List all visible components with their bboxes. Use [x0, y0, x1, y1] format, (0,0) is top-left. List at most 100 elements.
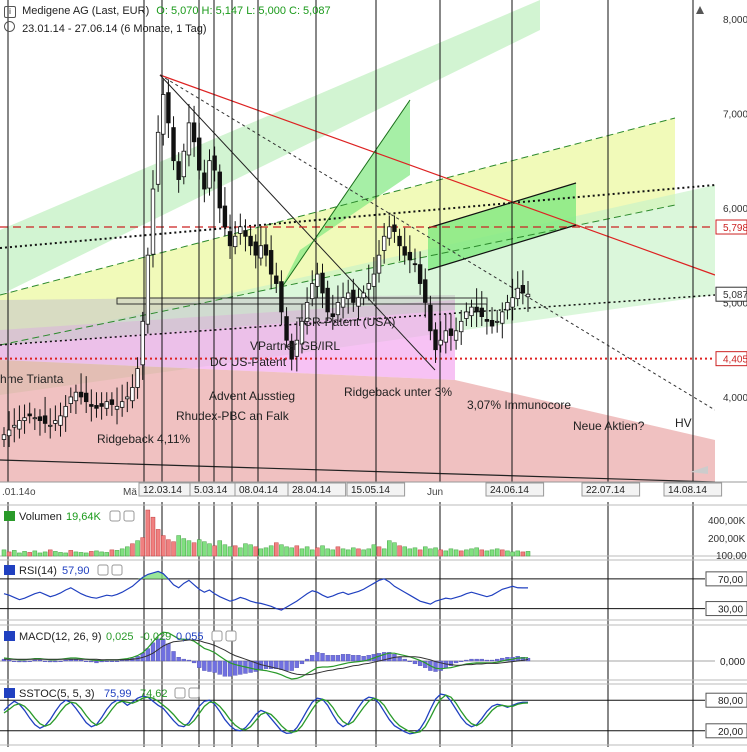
annotation-label: TCR-Patent (USA) [296, 315, 395, 329]
macd-histogram-bar [289, 660, 294, 671]
volume-bar [150, 516, 156, 557]
macd-line [3, 631, 529, 680]
candle-body [48, 424, 53, 427]
volume-bar [469, 548, 474, 557]
sstoc-d-line [3, 694, 529, 734]
candle-body [186, 122, 192, 156]
macd-value: -0,029 [140, 631, 171, 643]
candle-body [253, 241, 258, 256]
price-tag-label: 4,405 [723, 355, 747, 366]
volume-bar [309, 549, 315, 557]
sstoc-tick-box [705, 723, 747, 739]
annotation-label: HV [675, 416, 692, 430]
zone-red [0, 360, 715, 482]
candle-body [494, 320, 500, 323]
volume-bar [304, 546, 310, 557]
candle-body [387, 226, 392, 239]
volume-bar [191, 542, 197, 557]
volume-bar [58, 552, 63, 557]
macd-signal-line [4, 639, 529, 676]
macd-gear-icon [211, 630, 223, 642]
volume-close-icon [123, 510, 135, 522]
macd-histogram-bar [484, 659, 490, 662]
candle-body [258, 245, 264, 259]
chart-header-line2: 23.01.14 - 27.06.14 (6 Monate, 1 Tag) [4, 21, 207, 35]
volume-bar [212, 545, 217, 557]
volume-bar [68, 550, 74, 557]
candle-body [238, 226, 243, 234]
volume-bar [453, 549, 459, 557]
candle-body [397, 235, 402, 247]
volume-bar [104, 552, 109, 557]
sstoc-close-icon [188, 687, 200, 699]
annotation-label: Advent Ausstieg [209, 389, 295, 403]
macd-histogram-bar [27, 660, 32, 662]
volume-bar [428, 548, 433, 557]
clock-icon [4, 21, 15, 32]
volume-value: 19,64K [66, 511, 102, 523]
volume-bar [340, 548, 346, 557]
macd-histogram-bar [340, 654, 346, 662]
ohlc-readout: O: 5,070 H: 5,147 L: 5,000 C: 5,087 [156, 5, 331, 17]
volume-bar [32, 550, 38, 557]
annotation-label: Ridgeback unter 3% [344, 385, 452, 399]
volume-bar [176, 535, 181, 557]
volume-bar [479, 549, 485, 557]
candle-body [335, 302, 341, 316]
volume-bar [325, 548, 330, 557]
volume-title: Volumen [19, 511, 62, 523]
volume-bar [263, 547, 269, 557]
candle-body [315, 273, 320, 287]
candle-body [1, 434, 7, 440]
candle-body [32, 417, 38, 420]
volume-bar [464, 549, 469, 557]
price-axis-tick: 7,000 [723, 109, 747, 120]
price-tag-box [715, 351, 747, 367]
volume-bar [196, 539, 202, 557]
candle-body [520, 285, 526, 294]
sstoc-icon [4, 688, 15, 698]
macd-histogram-bar [335, 655, 341, 662]
candle-body [68, 396, 73, 404]
volume-bar [109, 549, 115, 557]
x-axis-label: Mä [123, 487, 137, 498]
macd-histogram-bar [320, 653, 325, 662]
annotation-label: 3,07% Immunocore [467, 398, 571, 412]
macd-histogram-bar [489, 659, 495, 662]
volume-bar [505, 550, 510, 557]
macd-histogram-bar [495, 658, 500, 662]
price-axis-tick: 6,000 [723, 204, 747, 215]
annotation-label: Rhudex-PBC an Falk [176, 409, 290, 423]
macd-histogram-bar [99, 660, 104, 663]
candle-body [356, 297, 361, 307]
candle-body [274, 275, 279, 284]
macd-histogram-bar [330, 655, 335, 662]
candle-body [500, 311, 505, 324]
macd-tick: 0,000 [720, 657, 745, 668]
rsi-tick: 70,00 [718, 575, 743, 586]
candle-body [304, 302, 310, 322]
macd-histogram-bar [459, 660, 464, 662]
info-icon[interactable]: i [4, 6, 16, 18]
sstoc-value: 75,99 [104, 688, 132, 700]
macd-histogram-bar [114, 660, 120, 662]
date-range: 23.01.14 - 27.06.14 (6 Monate, 1 Tag) [22, 23, 207, 35]
x-date-box [287, 482, 347, 497]
macd-histogram-bar [433, 660, 438, 672]
candle-body [217, 171, 222, 209]
macd-histogram-bar [32, 659, 37, 662]
candle-body [515, 287, 520, 300]
trendline-black-down [159, 74, 436, 371]
candle-body [222, 205, 228, 228]
macd-histogram-bar [417, 660, 423, 666]
macd-histogram-bar [351, 655, 356, 662]
volume-bar [315, 547, 320, 557]
volume-bar [12, 550, 17, 557]
sstoc-tick: 80,00 [718, 696, 743, 707]
annotation-label: hme Trianta [0, 372, 64, 386]
candle-body [94, 405, 99, 409]
candle-body [438, 339, 443, 346]
candle-body [505, 302, 510, 311]
volume-bar [407, 548, 413, 557]
candle-body [453, 330, 459, 341]
